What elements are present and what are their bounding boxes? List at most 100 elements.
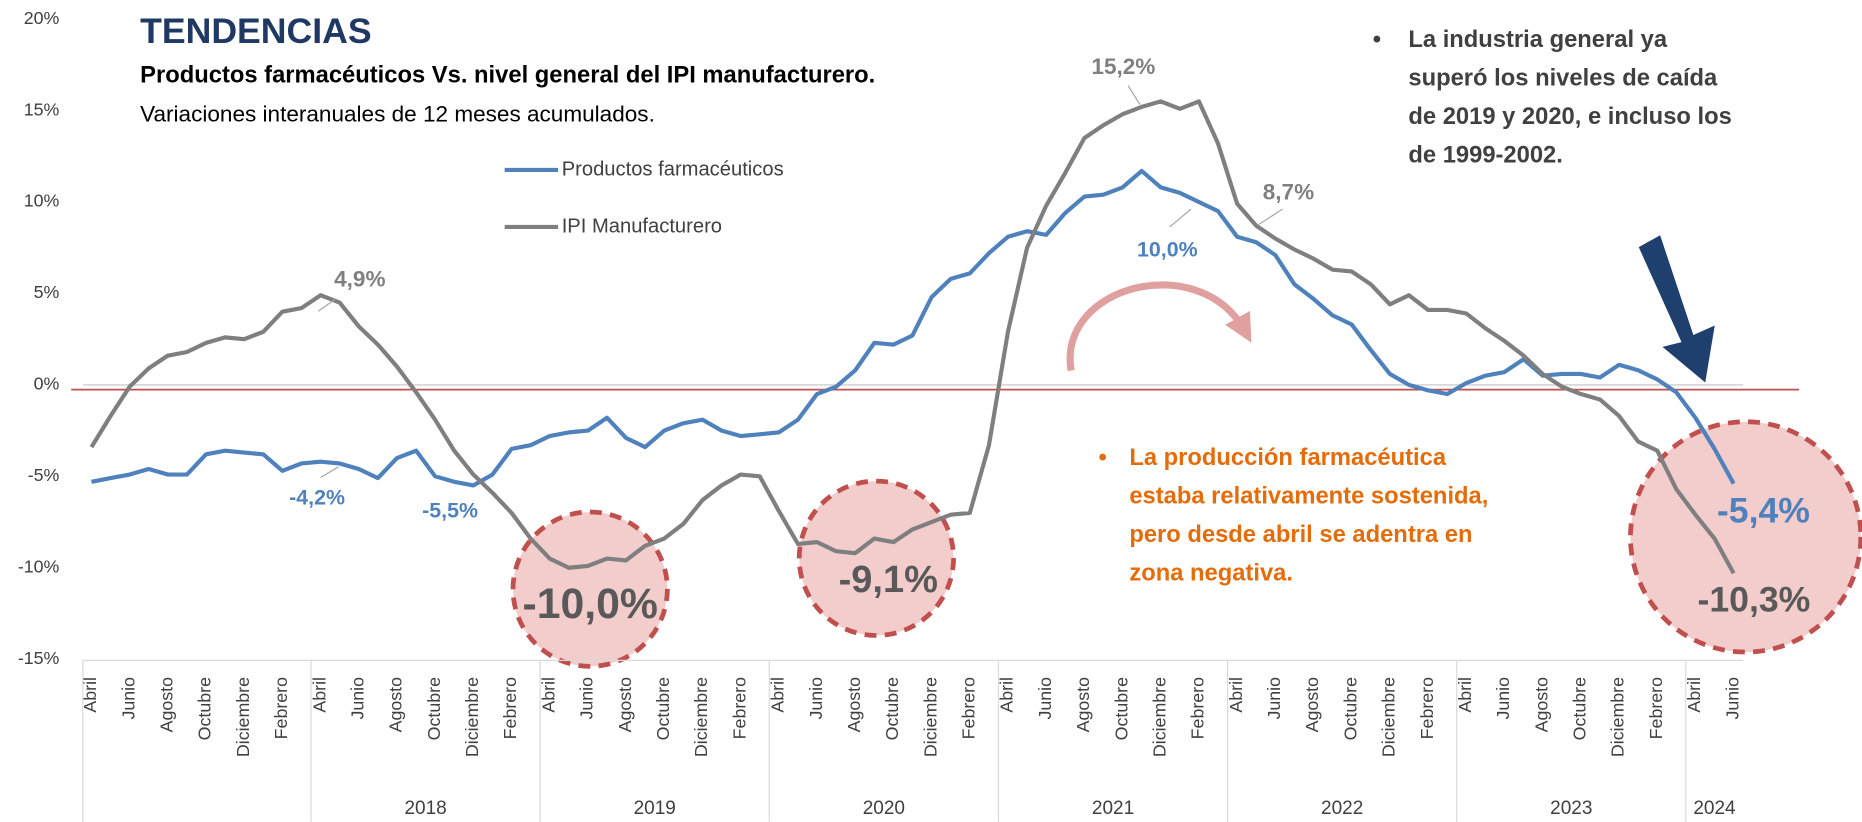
year-label: 2022 (1321, 798, 1363, 819)
x-tick-label: Diciembre (920, 677, 940, 757)
chart-title: TENDENCIAS (140, 11, 371, 51)
x-tick-label: Junio (1264, 677, 1284, 720)
x-tick-label: Diciembre (1379, 677, 1399, 757)
leader-line (1127, 85, 1141, 105)
x-tick-label: Febrero (1188, 677, 1208, 739)
leader-line (1258, 208, 1283, 226)
y-tick-label: 10% (24, 191, 60, 211)
leader-line (1169, 208, 1192, 228)
data-label: 4,9% (334, 266, 385, 291)
x-tick-label: Junio (347, 677, 367, 720)
series-line (91, 168, 1736, 488)
highlight-circle (796, 478, 956, 638)
x-tick-label: Abril (997, 677, 1017, 713)
x-tick-label: Agosto (844, 677, 864, 733)
y-tick-label: -15% (18, 648, 60, 668)
x-tick-label: Octubre (653, 677, 673, 740)
x-tick-label: Abril (80, 677, 100, 713)
annotation-line: pero desde abril se adentra en (1129, 521, 1472, 548)
x-tick-label: Abril (309, 677, 329, 713)
x-tick-label: Octubre (1111, 677, 1131, 740)
x-tick-label: Diciembre (1149, 677, 1169, 757)
plot: 20% 15% 10% 5% 0% -5% -10% -15% Abril Junio Agosto… (18, 8, 1811, 822)
x-tick-label: Abril (1226, 677, 1246, 713)
annotation-line: de 2019 y 2020, e incluso los (1408, 103, 1731, 130)
chart-subtitle: Productos farmacéuticos Vs. nivel genera… (140, 61, 875, 88)
curved-arrow (1066, 281, 1252, 372)
legend-label: Productos farmacéuticos (562, 158, 784, 180)
x-tick-label: Octubre (424, 677, 444, 740)
x-tick-label: Diciembre (462, 677, 482, 757)
year-label: 2024 (1693, 798, 1736, 819)
x-tick-label: Febrero (959, 677, 979, 739)
x-tick-label: Agosto (386, 677, 406, 733)
x-tick-label: Octubre (882, 677, 902, 740)
y-tick-label: -10% (18, 556, 60, 576)
down-arrow (1638, 235, 1715, 383)
x-tick-label: Abril (538, 677, 558, 713)
x-tick-label: Junio (1035, 677, 1055, 720)
data-label: 10,0% (1137, 237, 1198, 261)
data-label: -10,3% (1698, 580, 1811, 620)
year-label: 2023 (1550, 798, 1592, 819)
x-tick-label: Junio (577, 677, 597, 720)
leader-line (317, 298, 336, 312)
year-label: 2020 (863, 798, 905, 819)
data-label: 15,2% (1091, 54, 1155, 79)
y-tick-label: 20% (24, 8, 60, 28)
x-tick-label: Agosto (1531, 677, 1551, 733)
x-tick-label: Junio (1722, 677, 1742, 720)
annotation-line: La producción farmacéutica (1129, 444, 1447, 471)
data-label: -10,0% (522, 580, 657, 628)
data-label: -4,2% (289, 486, 345, 510)
y-tick-label: -5% (28, 465, 60, 485)
x-tick-label: Diciembre (1608, 677, 1628, 757)
annotation-line: superó los niveles de caída (1408, 64, 1718, 91)
x-tick-label: Febrero (500, 677, 520, 739)
data-label: -5,4% (1717, 491, 1810, 531)
year-label: 2018 (404, 798, 446, 819)
annotation-line: de 1999-2002. (1408, 142, 1563, 169)
x-tick-label: Diciembre (233, 677, 253, 757)
bullet: • (1098, 444, 1106, 471)
x-tick-label: Agosto (1302, 677, 1322, 733)
chart-note: Variaciones interanuales de 12 meses acu… (140, 101, 655, 126)
x-tick-label: Febrero (729, 677, 749, 739)
y-tick-label: 15% (24, 99, 60, 119)
x-tick-label: Octubre (1340, 677, 1360, 740)
bullet: • (1373, 26, 1381, 53)
year-label: 2021 (1092, 798, 1134, 819)
data-label: 8,7% (1263, 180, 1314, 205)
data-label: -5,5% (422, 499, 478, 523)
x-tick-label: Agosto (157, 677, 177, 733)
x-tick-label: Febrero (1417, 677, 1437, 739)
x-tick-label: Febrero (271, 677, 291, 739)
y-tick-label: 5% (34, 282, 60, 302)
highlight-circles (510, 419, 1862, 669)
series-line (89, 99, 1736, 575)
data-label: -9,1% (839, 559, 938, 601)
annotations: • • La industria general ya superó los ni… (1098, 26, 1731, 587)
x-tick-label: Febrero (1646, 677, 1666, 739)
x-tick-label: Octubre (195, 677, 215, 740)
x-tick-label: Agosto (1073, 677, 1093, 733)
annotation-line: La industria general ya (1408, 26, 1667, 53)
y-tick-label: 0% (34, 374, 60, 394)
annotation-line: estaba relativamente sostenida, (1129, 482, 1488, 509)
highlight-circle (1628, 419, 1862, 655)
x-tick-label: Junio (118, 677, 138, 720)
legend-label: IPI Manufacturero (562, 215, 722, 237)
x-tick-label: Junio (806, 677, 826, 720)
x-tick-label: Abril (1684, 677, 1704, 713)
x-tick-label: Junio (1493, 677, 1513, 720)
x-tick-label: Abril (768, 677, 788, 713)
year-label: 2019 (634, 798, 676, 819)
highlight-circle (510, 509, 670, 669)
x-tick-label: Diciembre (691, 677, 711, 757)
x-tick-label: Agosto (615, 677, 635, 733)
annotation-line: zona negativa. (1129, 560, 1293, 587)
leader-line (320, 466, 339, 479)
x-tick-label: Abril (1455, 677, 1475, 713)
x-tick-label: Octubre (1570, 677, 1590, 740)
